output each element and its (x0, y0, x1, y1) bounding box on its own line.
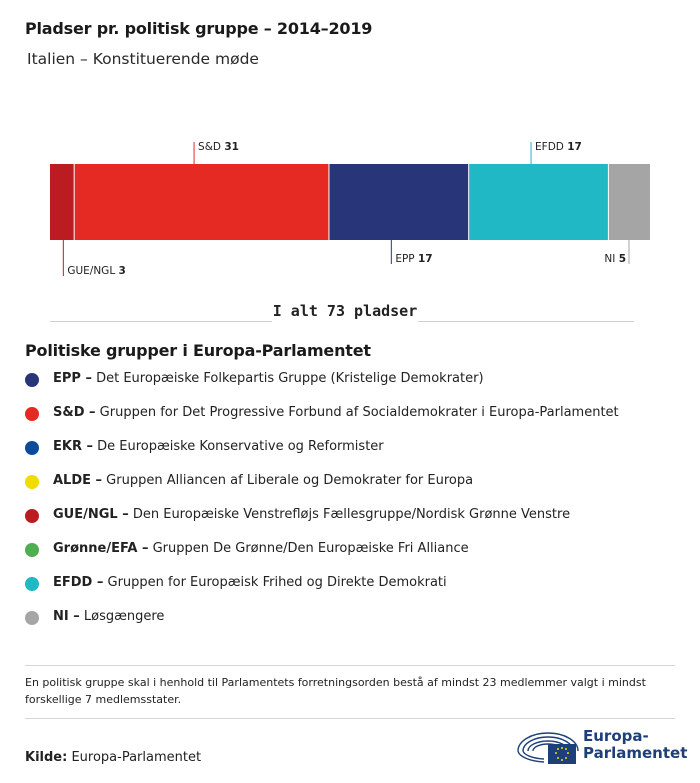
source-value: Europa-Parlamentet (71, 750, 202, 765)
logo-text: Europa- Parlamentet (583, 728, 687, 762)
legend-color-dot (25, 441, 39, 455)
legend-label: NI – Løsgængere (53, 609, 164, 624)
logo-text-line2: Parlamentet (583, 744, 688, 762)
legend-abbreviation: GUE/NGL – (53, 507, 129, 522)
data-label-efdd: EFDD 17 (535, 141, 582, 153)
bar-segment-efdd (469, 164, 608, 240)
note-divider-bottom (25, 718, 675, 719)
legend-label: EFDD – Gruppen for Europæisk Frihed og D… (53, 575, 447, 590)
bar-segment-gue-ngl (50, 164, 74, 240)
chart-subtitle: Italien – Konstituerende møde (27, 50, 259, 68)
legend-abbreviation: Grønne/EFA – (53, 541, 149, 556)
data-label-s-d: S&D 31 (198, 141, 239, 153)
legend-abbreviation: EKR – (53, 439, 93, 454)
legend-description: Det Europæiske Folkepartis Gruppe (Krist… (91, 371, 484, 386)
bar-segment-s-d (74, 164, 329, 240)
european-parliament-logo-icon (517, 732, 579, 764)
european-parliament-logo: Europa- Parlamentet (516, 727, 687, 767)
footnote: En politisk gruppe skal i henhold til Pa… (25, 676, 646, 706)
legend-label: ALDE – Gruppen Alliancen af Liberale og … (53, 473, 473, 488)
logo-text-line1: Europa- (583, 727, 649, 745)
source-label: Kilde: (25, 750, 68, 765)
total-divider-right (418, 321, 634, 322)
total-divider-left (50, 321, 272, 322)
stacked-bar-chart: GUE/NGL 3 S&D 31 EPP 17 EFDD 17 NI 5 (50, 141, 650, 277)
source: Kilde: Europa-Parlamentet (25, 750, 201, 765)
legend-description: Gruppen De Grønne/Den Europæiske Fri All… (148, 541, 469, 556)
note-divider-top (25, 665, 675, 666)
legend-description: Gruppen for Europæisk Frihed og Direkte … (103, 575, 447, 590)
legend-abbreviation: EFDD – (53, 575, 104, 590)
legend-label: Grønne/EFA – Gruppen De Grønne/Den Europ… (53, 541, 469, 556)
legend-color-dot (25, 577, 39, 591)
legend-abbreviation: NI – (53, 609, 80, 624)
legend-label: EPP – Det Europæiske Folkepartis Gruppe … (53, 371, 484, 386)
legend-description: Den Europæiske Venstrefløjs Fællesgruppe… (128, 507, 571, 522)
bar-segment-epp (329, 164, 469, 240)
data-label-epp: EPP 17 (395, 253, 432, 265)
legend-description: Gruppen Alliancen af Liberale og Demokra… (102, 473, 474, 488)
legend-description: De Europæiske Konservative og Reformiste… (93, 439, 384, 454)
legend-abbreviation: S&D – (53, 405, 96, 420)
legend-label: S&D – Gruppen for Det Progressive Forbun… (53, 405, 619, 420)
legend-color-dot (25, 611, 39, 625)
data-label-gue-ngl: GUE/NGL 3 (67, 265, 126, 277)
legend-abbreviation: ALDE – (53, 473, 103, 488)
legend-color-dot (25, 373, 39, 387)
legend-abbreviation: EPP – (53, 371, 92, 386)
legend-label: EKR – De Europæiske Konservative og Refo… (53, 439, 384, 454)
bar-segment-ni (608, 164, 650, 240)
legend-description: Løsgængere (79, 609, 165, 624)
legend-title: Politiske grupper i Europa-Parlamentet (25, 341, 371, 360)
legend-color-dot (25, 543, 39, 557)
data-label-ni: NI 5 (604, 253, 626, 265)
total-seats-label: I alt 73 pladser (272, 302, 418, 320)
legend-description: Gruppen for Det Progressive Forbund af S… (95, 405, 619, 420)
legend-color-dot (25, 475, 39, 489)
legend-label: GUE/NGL – Den Europæiske Venstrefløjs Fæ… (53, 507, 570, 522)
legend-color-dot (25, 407, 39, 421)
legend-color-dot (25, 509, 39, 523)
chart-title: Pladser pr. politisk gruppe – 2014–2019 (25, 19, 373, 38)
